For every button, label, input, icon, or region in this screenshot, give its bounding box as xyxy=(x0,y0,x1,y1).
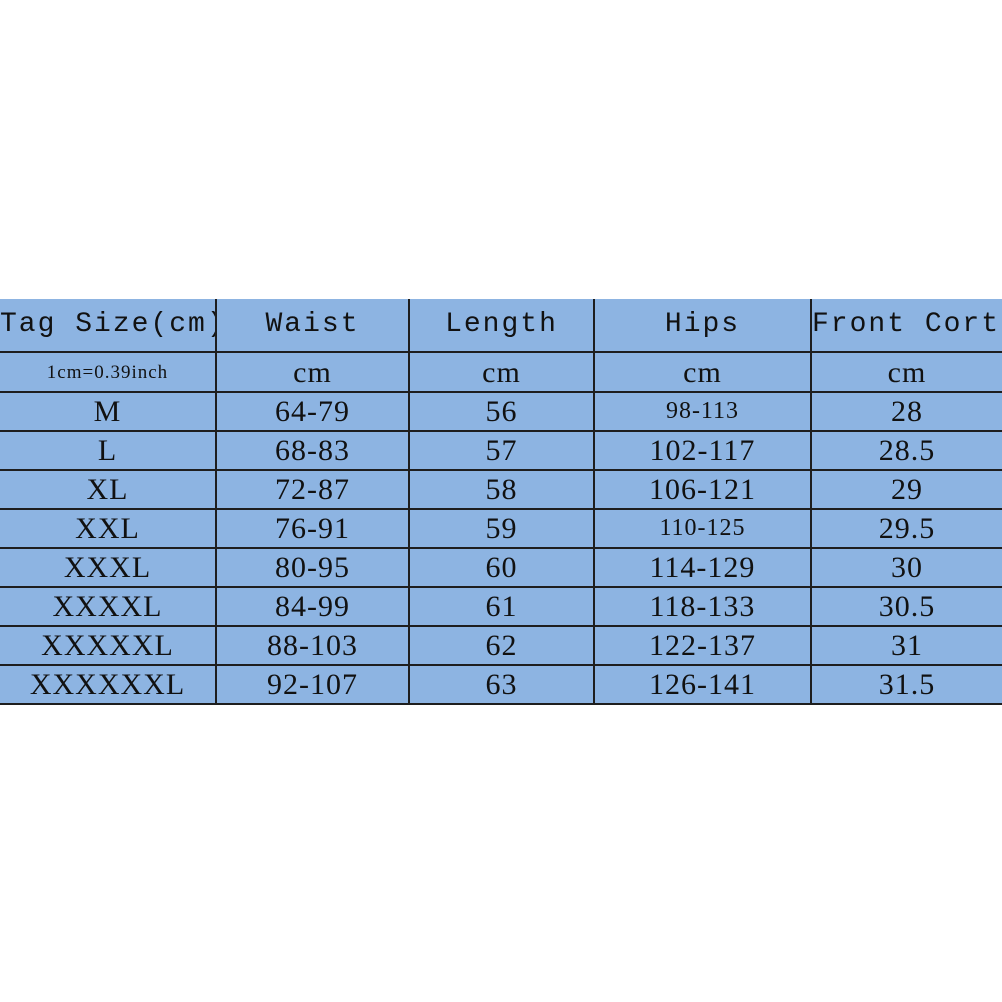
cell-waist: 64-79 xyxy=(215,391,410,432)
cell-waist: 80-95 xyxy=(215,547,410,588)
table-row: XXXXL 84-99 61 118-133 30.5 xyxy=(0,586,1002,627)
cell-tag-size: XL xyxy=(0,469,217,510)
table-row: XXXL 80-95 60 114-129 30 xyxy=(0,547,1002,588)
header-length: Length xyxy=(408,299,595,353)
cell-waist: 76-91 xyxy=(215,508,410,549)
cell-hips: 126-141 xyxy=(593,664,812,705)
header-tag-size: Tag Size(cm) xyxy=(0,299,217,353)
cell-hips: 106-121 xyxy=(593,469,812,510)
cell-tag-size: XXXXXL xyxy=(0,625,217,666)
cell-waist: 72-87 xyxy=(215,469,410,510)
table-row: XXXXXXL 92-107 63 126-141 31.5 xyxy=(0,664,1002,705)
cell-front-corth: 29.5 xyxy=(810,508,1002,549)
cell-length: 63 xyxy=(408,664,595,705)
table-row: XL 72-87 58 106-121 29 xyxy=(0,469,1002,510)
cell-waist: 88-103 xyxy=(215,625,410,666)
unit-conversion: 1cm=0.39inch xyxy=(0,351,217,393)
cell-length: 60 xyxy=(408,547,595,588)
cell-tag-size: XXXL xyxy=(0,547,217,588)
table-row: XXXXXL 88-103 62 122-137 31 xyxy=(0,625,1002,666)
table-row: XXL 76-91 59 110-125 29.5 xyxy=(0,508,1002,549)
header-row: Tag Size(cm) Waist Length Hips Front Cor… xyxy=(0,299,1002,353)
cell-waist: 84-99 xyxy=(215,586,410,627)
header-waist: Waist xyxy=(215,299,410,353)
cell-hips: 102-117 xyxy=(593,430,812,471)
cell-tag-size: XXXXXXL xyxy=(0,664,217,705)
cell-hips: 118-133 xyxy=(593,586,812,627)
cell-waist: 68-83 xyxy=(215,430,410,471)
cell-tag-size: XXXXL xyxy=(0,586,217,627)
cell-front-corth: 29 xyxy=(810,469,1002,510)
cell-tag-size: XXL xyxy=(0,508,217,549)
cell-hips: 110-125 xyxy=(593,508,812,549)
cell-front-corth: 30.5 xyxy=(810,586,1002,627)
cell-front-corth: 31.5 xyxy=(810,664,1002,705)
cell-length: 58 xyxy=(408,469,595,510)
size-chart-table: Tag Size(cm) Waist Length Hips Front Cor… xyxy=(0,299,1002,705)
table-row: L 68-83 57 102-117 28.5 xyxy=(0,430,1002,471)
cell-length: 61 xyxy=(408,586,595,627)
cell-front-corth: 28.5 xyxy=(810,430,1002,471)
cell-length: 62 xyxy=(408,625,595,666)
cell-front-corth: 31 xyxy=(810,625,1002,666)
header-front-corth: Front Corth xyxy=(810,299,1002,353)
unit-row: 1cm=0.39inch cm cm cm cm xyxy=(0,351,1002,393)
cell-hips: 122-137 xyxy=(593,625,812,666)
unit-length: cm xyxy=(408,351,595,393)
cell-length: 59 xyxy=(408,508,595,549)
cell-tag-size: L xyxy=(0,430,217,471)
table-row: M 64-79 56 98-113 28 xyxy=(0,391,1002,432)
unit-waist: cm xyxy=(215,351,410,393)
cell-length: 56 xyxy=(408,391,595,432)
cell-front-corth: 28 xyxy=(810,391,1002,432)
cell-front-corth: 30 xyxy=(810,547,1002,588)
cell-length: 57 xyxy=(408,430,595,471)
unit-front-corth: cm xyxy=(810,351,1002,393)
cell-hips: 114-129 xyxy=(593,547,812,588)
header-hips: Hips xyxy=(593,299,812,353)
cell-tag-size: M xyxy=(0,391,217,432)
unit-hips: cm xyxy=(593,351,812,393)
cell-hips: 98-113 xyxy=(593,391,812,432)
cell-waist: 92-107 xyxy=(215,664,410,705)
